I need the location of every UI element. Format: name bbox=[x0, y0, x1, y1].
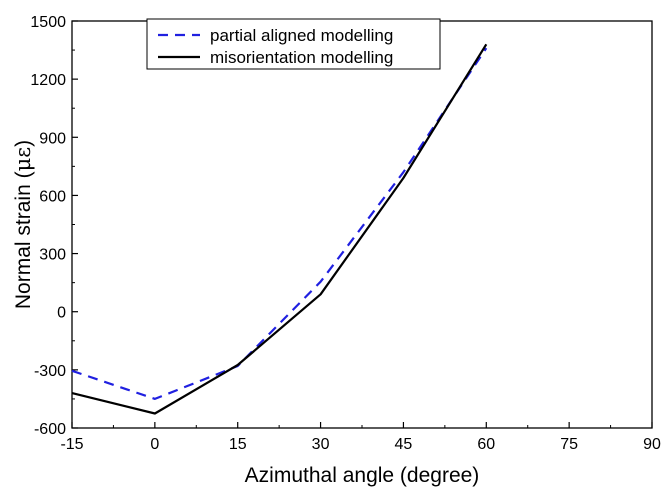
x-tick-label: -15 bbox=[60, 436, 83, 453]
y-axis-title-suffix: ) bbox=[12, 140, 35, 147]
x-tick-label: 60 bbox=[477, 436, 495, 453]
x-tick-label: 45 bbox=[395, 436, 413, 453]
x-tick-label: 0 bbox=[150, 436, 159, 453]
series-layer bbox=[71, 43, 488, 415]
y-tick-label: 600 bbox=[39, 188, 66, 205]
y-tick-label: 1500 bbox=[30, 14, 66, 31]
legend-label-partial-aligned: partial aligned modelling bbox=[210, 26, 393, 45]
x-tick-label: 15 bbox=[229, 436, 247, 453]
x-tick-label: 30 bbox=[312, 436, 330, 453]
y-tick-label: 300 bbox=[39, 247, 66, 264]
y-tick-label: 900 bbox=[39, 130, 66, 147]
y-tick-label: -600 bbox=[34, 421, 66, 438]
y-axis-title-unit: με bbox=[11, 147, 35, 172]
series-line-misorientation bbox=[71, 43, 488, 415]
y-tick-label: -300 bbox=[34, 363, 66, 380]
x-axis: -15 0 15 30 45 60 75 90 bbox=[60, 422, 661, 453]
y-axis: -600 -300 0 300 600 900 1200 1500 bbox=[30, 14, 78, 438]
y-tick-label: 1200 bbox=[30, 72, 66, 89]
series-line-partial-aligned bbox=[71, 47, 488, 400]
legend-box bbox=[146, 18, 441, 70]
legend: partial aligned modelling misorientation… bbox=[146, 18, 441, 70]
legend-label-misorientation: misorientation modelling bbox=[210, 48, 393, 67]
x-tick-label: 75 bbox=[560, 436, 578, 453]
x-tick-label: 90 bbox=[643, 436, 661, 453]
y-axis-title: Normal strain (με) bbox=[11, 140, 35, 309]
plot-frame bbox=[71, 20, 653, 429]
y-tick-label: 0 bbox=[57, 305, 66, 322]
y-axis-title-prefix: Normal strain ( bbox=[12, 171, 35, 309]
x-axis-title: Azimuthal angle (degree) bbox=[245, 464, 480, 487]
plot-area bbox=[71, 20, 653, 429]
